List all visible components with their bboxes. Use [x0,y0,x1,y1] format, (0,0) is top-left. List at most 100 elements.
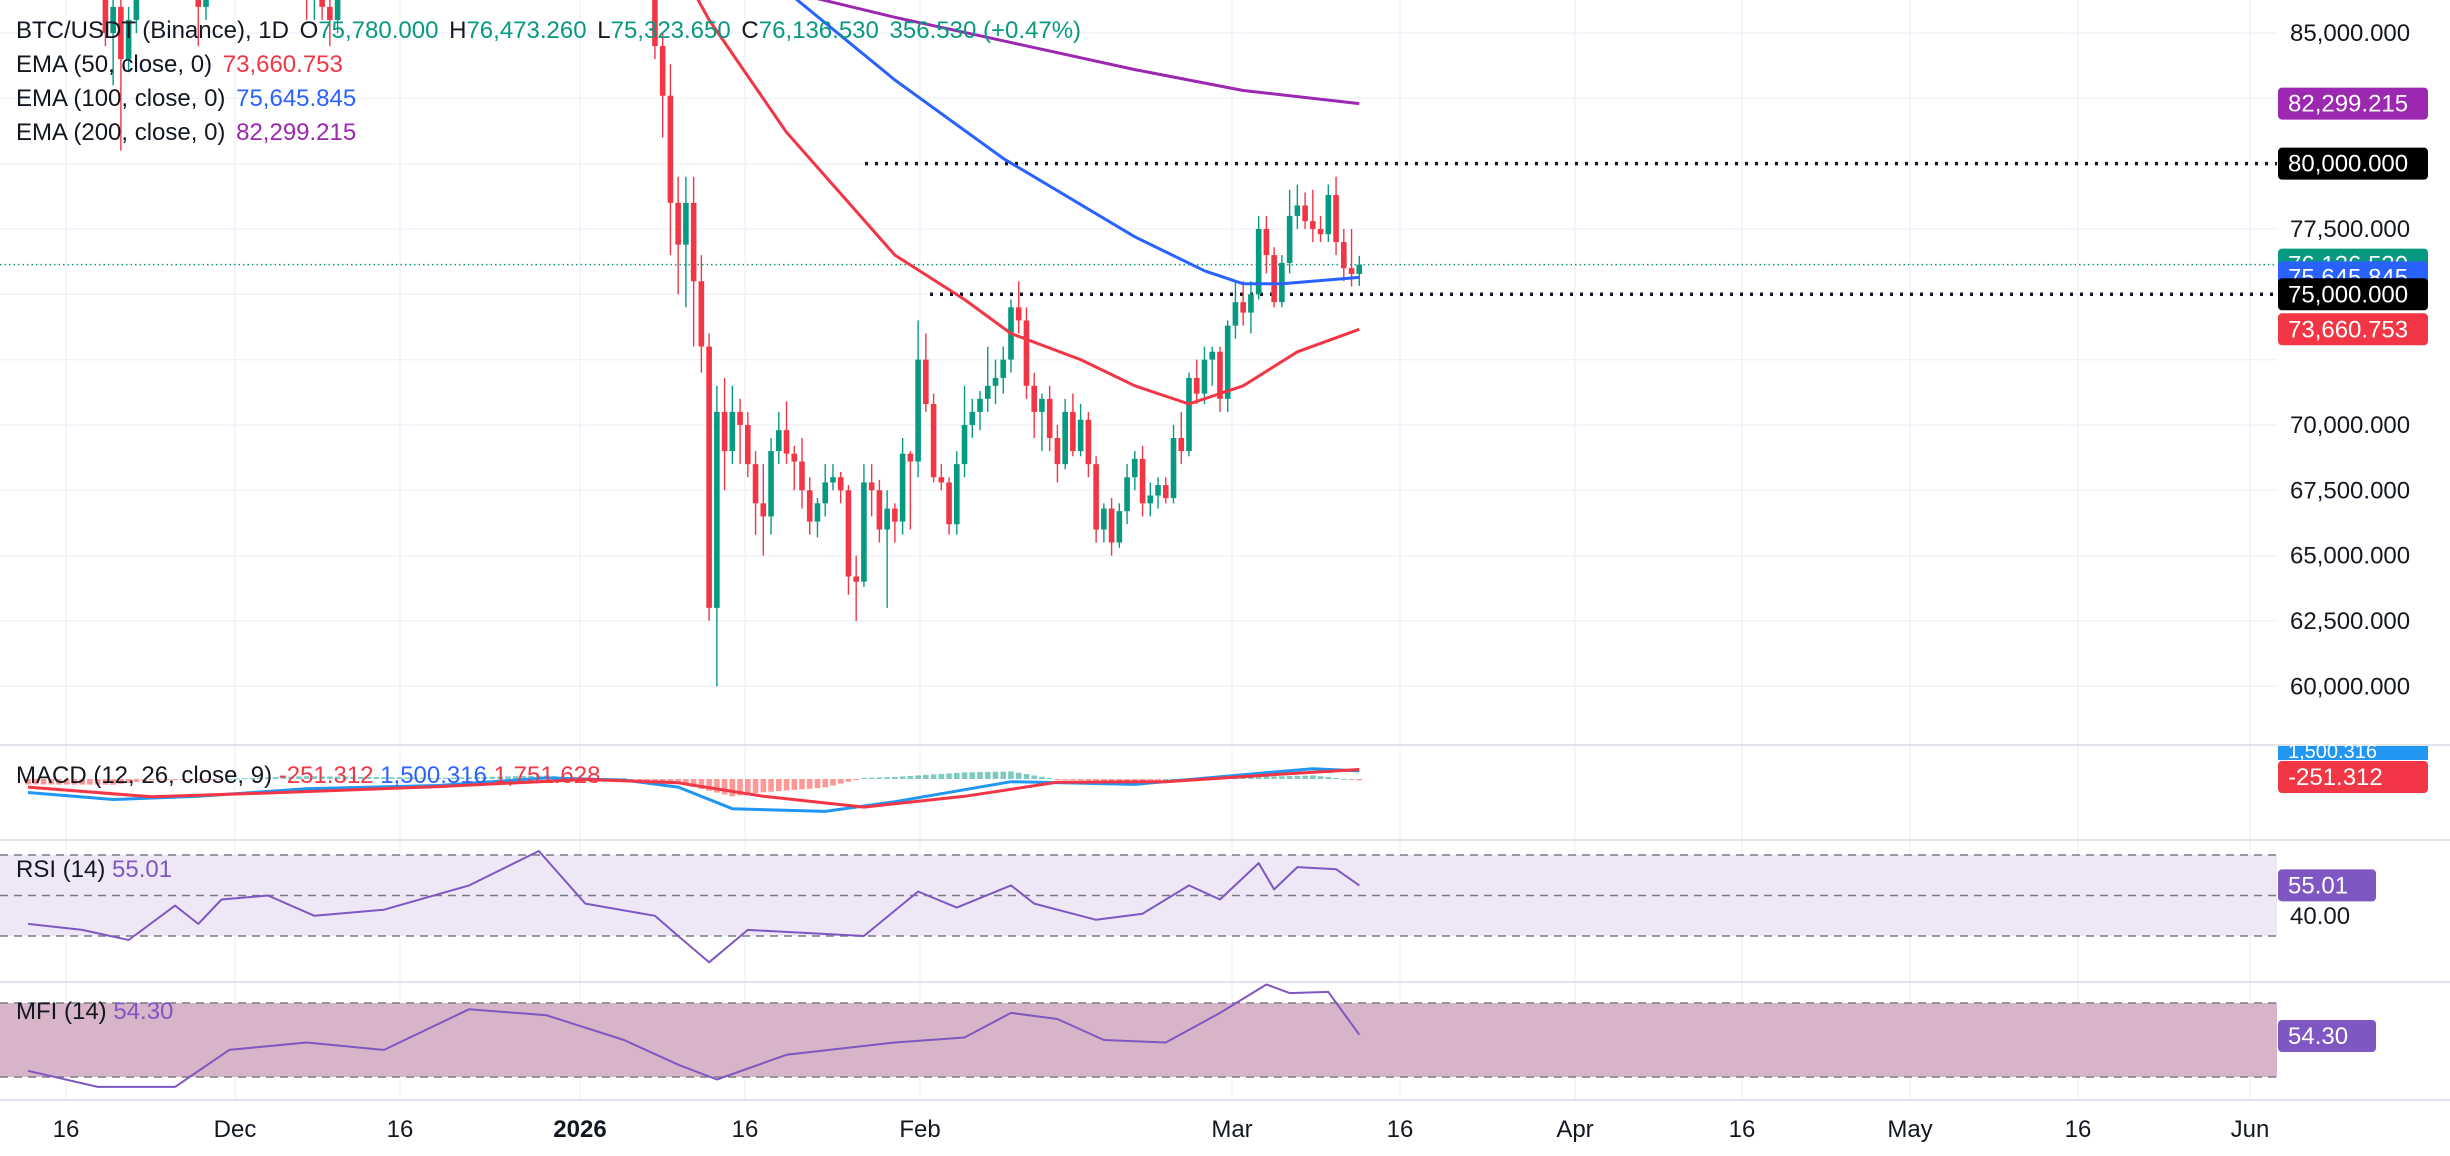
candle-body[interactable] [923,359,929,405]
candle-body[interactable] [1286,215,1293,263]
candle-body[interactable] [752,464,759,504]
price-tag[interactable]: 82,299.215 [2278,87,2428,120]
candle-body[interactable] [1124,477,1130,512]
candle-body[interactable] [1333,195,1339,243]
candle-body[interactable] [1201,359,1208,394]
candle-body[interactable] [1116,511,1123,543]
candle-body[interactable] [327,6,333,20]
candle-body[interactable] [806,490,813,522]
candle-body[interactable] [683,202,689,245]
candle-body[interactable] [319,0,325,7]
candle-body[interactable] [868,482,875,491]
candle-body[interactable] [1294,205,1301,216]
macd-tag-line[interactable]: 1,500.316 [2278,741,2428,763]
candle-body[interactable] [938,477,945,483]
candle-body[interactable] [698,281,705,347]
ema200-legend[interactable]: EMA (200, close, 0) 82,299.215 [16,116,360,150]
candle-body[interactable] [195,0,202,7]
rsi-legend[interactable]: RSI (14) 55.01 [16,856,172,884]
candle-body[interactable] [1054,438,1061,465]
candle-body[interactable] [1085,419,1092,465]
candle-body[interactable] [892,508,898,522]
candle-body[interactable] [1348,268,1355,274]
candle-body[interactable] [791,453,798,462]
candle-body[interactable] [102,0,109,33]
candle-body[interactable] [706,346,712,608]
candle-body[interactable] [884,508,890,530]
candle-body[interactable] [1031,385,1037,412]
candle-body[interactable] [969,411,976,425]
candle-body[interactable] [930,404,937,478]
candle-body[interactable] [203,0,209,7]
candle-body[interactable] [1070,411,1076,452]
candle-body[interactable] [1155,485,1161,496]
candle-body[interactable] [814,503,821,522]
rsi-tag[interactable]: 55.01 [2278,869,2376,902]
candle-body[interactable] [915,359,921,462]
candle-body[interactable] [1178,438,1185,452]
ema50-legend[interactable]: EMA (50, close, 0) 73,660.753 [16,48,347,82]
candle-body[interactable] [954,464,960,525]
candle-body[interactable] [1263,228,1270,256]
candle-body[interactable] [125,19,132,60]
candle-body[interactable] [899,453,906,522]
candle-body[interactable] [1023,320,1030,386]
candle-body[interactable] [984,385,991,399]
candle-body[interactable] [1077,419,1084,452]
candle-body[interactable] [1101,508,1107,530]
candle-body[interactable] [1209,351,1216,360]
candle-body[interactable] [118,6,124,60]
candle-body[interactable] [729,411,736,452]
candle-body[interactable] [1132,458,1138,478]
mfi-tag[interactable]: 54.30 [2278,1020,2376,1052]
candle-body[interactable] [1186,377,1192,452]
candle-body[interactable] [1341,242,1347,269]
candle-body[interactable] [946,482,952,525]
candle-body[interactable] [1224,325,1231,399]
candle-body[interactable] [853,576,859,582]
candle-body[interactable] [1046,398,1053,439]
candle-body[interactable] [659,46,666,96]
candle-body[interactable] [1240,302,1246,313]
candle-body[interactable] [822,482,829,504]
candle-body[interactable] [737,411,743,425]
candle-body[interactable] [1000,359,1007,378]
mfi-legend[interactable]: MFI (14) 54.30 [16,998,173,1026]
candle-body[interactable] [845,490,852,577]
candle-body[interactable] [652,0,658,47]
candle-body[interactable] [133,0,140,20]
candle-body[interactable] [1317,228,1324,235]
candle-body[interactable] [1147,495,1154,504]
candle-body[interactable] [690,202,697,282]
candle-body[interactable] [110,6,116,34]
price-tag[interactable]: 75,000.000 [2278,278,2428,311]
candle-body[interactable] [961,424,968,465]
candle-body[interactable] [1062,411,1068,465]
candle-body[interactable] [1093,464,1099,530]
candle-body[interactable] [861,482,867,582]
candle-body[interactable] [1039,398,1045,412]
candle-body[interactable] [1356,264,1363,274]
candle-body[interactable] [977,398,983,412]
candle-body[interactable] [1015,307,1022,321]
candle-body[interactable] [907,453,914,462]
candle-body[interactable] [334,0,341,20]
candle-body[interactable] [876,490,883,530]
ema100-legend[interactable]: EMA (100, close, 0) 75,645.845 [16,82,360,116]
candle-body[interactable] [1302,205,1308,222]
candle-body[interactable] [783,430,790,454]
candle-body[interactable] [1271,255,1277,303]
candle-body[interactable] [837,477,844,491]
candle-body[interactable] [1139,458,1146,504]
candle-body[interactable] [830,477,836,483]
candle-body[interactable] [1310,221,1316,229]
candle-body[interactable] [1232,302,1239,326]
candle-body[interactable] [768,451,774,517]
candle-body[interactable] [1248,294,1254,313]
price-tag[interactable]: 73,660.753 [2278,313,2428,346]
candle-body[interactable] [1325,195,1332,235]
candle-body[interactable] [799,461,805,491]
candle-body[interactable] [760,503,767,517]
candle-body[interactable] [1162,485,1169,499]
